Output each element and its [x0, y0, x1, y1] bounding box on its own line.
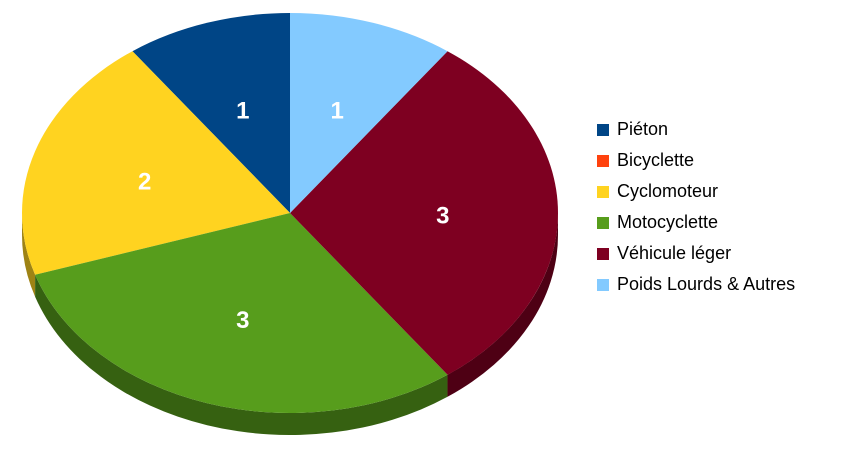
legend-label: Bicyclette [617, 150, 694, 170]
legend-label: Véhicule léger [617, 243, 731, 263]
data-label: 1 [331, 98, 344, 125]
legend-swatch [597, 124, 609, 136]
legend-label: Poids Lourds & Autres [617, 274, 795, 294]
pie-slice [132, 13, 290, 213]
legend-swatch [597, 279, 609, 291]
legend-label: Motocyclette [617, 212, 718, 232]
pie-slice [21, 51, 290, 275]
data-label: 3 [436, 202, 449, 229]
legend: Piéton Bicyclette Cyclomoteur Motocyclette V… [597, 119, 795, 294]
pie-slice [290, 13, 448, 213]
pie-side [35, 274, 448, 435]
data-label: 1 [236, 98, 249, 125]
legend-label: Cyclomoteur [617, 181, 718, 201]
data-label: 3 [236, 307, 249, 334]
pie-side [447, 213, 558, 397]
legend-swatch [597, 155, 609, 167]
pie-sides [22, 213, 558, 435]
legend-swatch [597, 248, 609, 260]
pie-side [22, 213, 36, 297]
pie-slice [290, 51, 558, 375]
pie-tops [21, 13, 558, 414]
data-label: 2 [138, 168, 151, 195]
legend-swatch [597, 217, 609, 229]
legend-label: Piéton [617, 119, 668, 139]
pie-slice [35, 213, 448, 414]
legend-swatch [597, 186, 609, 198]
pie-labels: 1 2 3 3 1 [138, 98, 449, 334]
